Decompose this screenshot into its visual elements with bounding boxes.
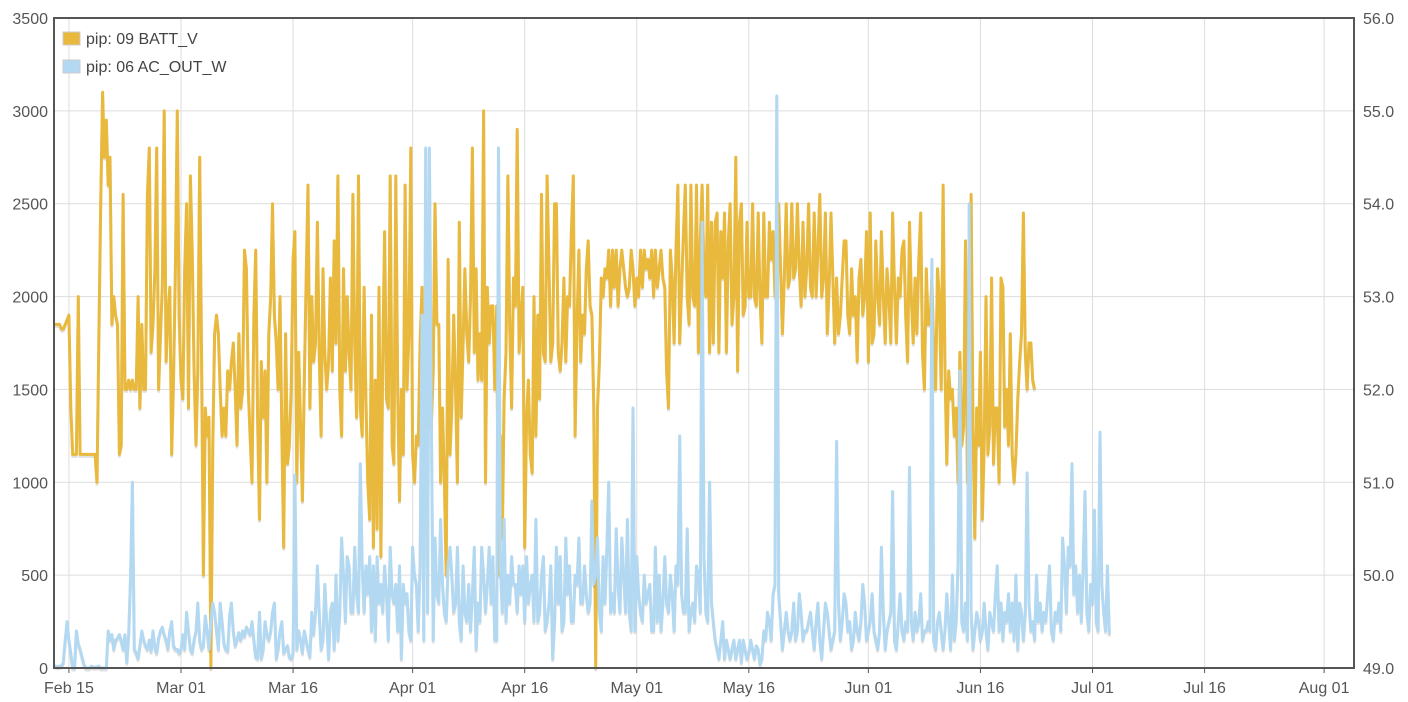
legend-item[interactable]: pip: 06 AC_OUT_W	[62, 59, 227, 76]
y-left-tick-label: 3000	[12, 104, 48, 121]
legend-item[interactable]: pip: 09 BATT_V	[62, 31, 198, 48]
x-tick-label: May 16	[723, 680, 776, 697]
x-tick-label: Mar 01	[156, 680, 206, 697]
y-left-tick-label: 1000	[12, 475, 48, 492]
x-tick-label: Apr 16	[501, 680, 548, 697]
x-tick-label: Jul 16	[1183, 680, 1226, 697]
y-left-tick-label: 2500	[12, 197, 48, 214]
x-tick-label: Mar 16	[268, 680, 318, 697]
x-tick-label: Aug 01	[1299, 680, 1350, 697]
series-2	[54, 94, 1111, 672]
x-tick-label: Jun 16	[956, 680, 1004, 697]
y-right-tick-label: 56.0	[1363, 11, 1394, 28]
y-left-tick-label: 0	[39, 661, 48, 678]
y-right-tick-label: 54.0	[1363, 197, 1394, 214]
series-line	[54, 94, 1111, 670]
y-right-tick-label: 53.0	[1363, 290, 1394, 307]
plot-frame	[53, 17, 1355, 669]
series-line	[54, 90, 1037, 670]
legend-label: pip: 09 BATT_V	[86, 31, 198, 48]
y-right-tick-label: 50.0	[1363, 568, 1394, 585]
y-right-tick-label: 49.0	[1363, 661, 1394, 678]
legend-swatch	[62, 59, 81, 74]
x-tick-label: Jun 01	[844, 680, 892, 697]
x-tick-label: Feb 15	[44, 680, 94, 697]
series-1	[54, 90, 1037, 672]
y-right-tick-label: 55.0	[1363, 104, 1394, 121]
x-tick-label: May 01	[611, 680, 664, 697]
y-left-tick-label: 500	[21, 568, 48, 585]
x-tick-label: Apr 01	[389, 680, 436, 697]
legend-swatch	[62, 31, 81, 46]
x-tick-label: Jul 01	[1071, 680, 1114, 697]
series-layer	[54, 90, 1111, 672]
y-left-tick-label: 3500	[12, 11, 48, 28]
legend: pip: 09 BATT_V pip: 06 AC_OUT_W	[62, 31, 227, 76]
y-left-tick-label: 2000	[12, 290, 48, 307]
y-right-tick-label: 52.0	[1363, 382, 1394, 399]
y-left-tick-label: 1500	[12, 382, 48, 399]
y-right-tick-label: 51.0	[1363, 475, 1394, 492]
axes: 0 500 1000 1500 2000 2500 3000 3500 49.0 50.0 51.0…	[12, 11, 1394, 697]
legend-label: pip: 06 AC_OUT_W	[86, 59, 227, 76]
